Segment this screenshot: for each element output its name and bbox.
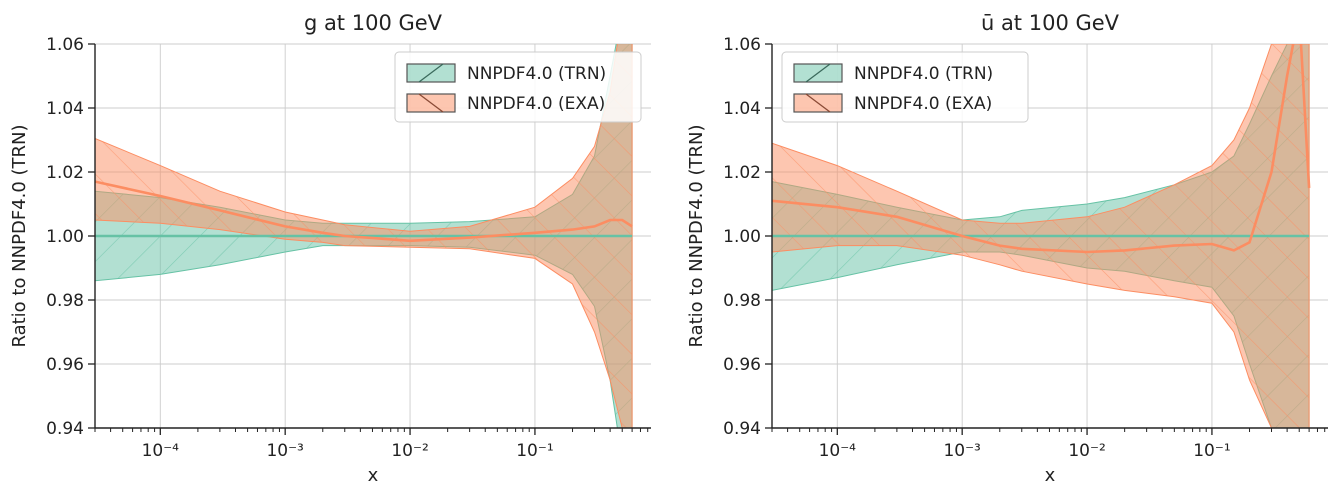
x-tick-label: 10⁻¹ <box>516 441 553 461</box>
y-tick-label: 1.00 <box>46 227 84 247</box>
legend-label-exa: NNPDF4.0 (EXA) <box>854 94 992 114</box>
x-tick-label: 10⁻² <box>1068 441 1105 461</box>
y-axis-label: Ratio to NNPDF4.0 (TRN) <box>686 124 707 347</box>
x-axis-label: x <box>368 465 379 484</box>
y-tick-label: 1.06 <box>723 35 761 55</box>
chart-title: ū at 100 GeV <box>981 11 1120 35</box>
x-tick-label: 10⁻³ <box>266 441 303 461</box>
x-tick-label: 10⁻² <box>391 441 428 461</box>
y-tick-label: 0.98 <box>46 291 84 311</box>
legend: NNPDF4.0 (TRN) NNPDF4.0 (EXA) <box>394 51 642 123</box>
legend-label-exa: NNPDF4.0 (EXA) <box>467 94 605 114</box>
legend-hatch-line <box>805 93 831 113</box>
x-tick-label: 10⁻³ <box>943 441 980 461</box>
y-tick-label: 1.04 <box>723 99 761 119</box>
x-tick-label: 10⁻⁴ <box>142 441 180 461</box>
legend-hatch-line <box>418 93 444 113</box>
x-tick-label: 10⁻⁴ <box>819 441 857 461</box>
legend-hatch-line <box>418 63 444 83</box>
x-tick-label: 10⁻¹ <box>1193 441 1230 461</box>
chart-panel-2: 10⁻⁴ 10⁻³ 10⁻² 10⁻¹ 0.94 0.96 0.98 1.00 1.02 1.04… <box>686 11 1328 484</box>
central-line-exa <box>772 44 1311 254</box>
central-line-exa <box>95 180 633 243</box>
legend-label-trn: NNPDF4.0 (TRN) <box>854 64 993 84</box>
x-axis-label: x <box>1045 465 1056 484</box>
chart-title: g at 100 GeV <box>304 11 443 35</box>
y-tick-label: 0.98 <box>723 291 761 311</box>
chart-panel-1: 10⁻⁴ 10⁻³ 10⁻² 10⁻¹ 0.94 0.96 0.98 1.00 1.02 1.04… <box>9 11 651 484</box>
y-tick-label: 1.02 <box>723 163 761 183</box>
legend-hatch-line <box>805 63 831 83</box>
y-tick-label: 1.06 <box>46 35 84 55</box>
y-tick-label: 0.96 <box>46 355 84 375</box>
y-tick-label: 0.94 <box>723 419 761 439</box>
legend-box <box>781 51 1029 123</box>
legend: NNPDF4.0 (TRN) NNPDF4.0 (EXA) <box>781 51 1029 123</box>
plot-area <box>95 44 633 428</box>
legend-label-trn: NNPDF4.0 (TRN) <box>467 64 606 84</box>
y-tick-label: 1.00 <box>723 227 761 247</box>
y-tick-label: 1.04 <box>46 99 84 119</box>
legend-box <box>394 51 642 123</box>
plot-area <box>772 44 1311 428</box>
y-axis-label: Ratio to NNPDF4.0 (TRN) <box>9 124 30 347</box>
y-tick-label: 0.94 <box>46 419 84 439</box>
y-tick-label: 0.96 <box>723 355 761 375</box>
y-tick-label: 1.02 <box>46 163 84 183</box>
